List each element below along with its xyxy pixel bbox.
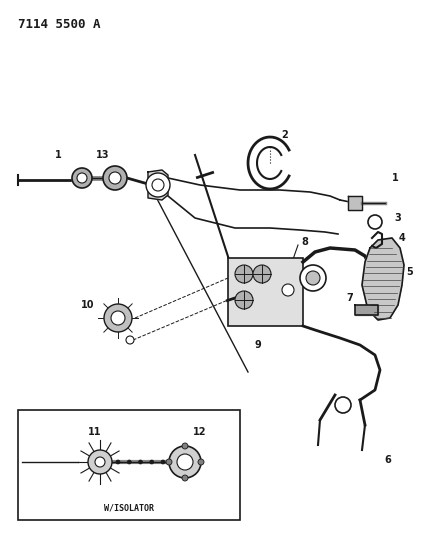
Text: 10: 10: [81, 300, 95, 310]
Polygon shape: [355, 305, 378, 315]
Circle shape: [116, 460, 120, 464]
Circle shape: [182, 475, 188, 481]
Polygon shape: [348, 196, 362, 210]
Circle shape: [235, 291, 253, 309]
Text: 6: 6: [385, 455, 391, 465]
Text: 13: 13: [96, 150, 110, 160]
Circle shape: [77, 173, 87, 183]
Circle shape: [368, 215, 382, 229]
Text: 8: 8: [302, 237, 309, 247]
Circle shape: [127, 460, 131, 464]
Circle shape: [169, 446, 201, 478]
Circle shape: [109, 172, 121, 184]
Circle shape: [103, 166, 127, 190]
Polygon shape: [148, 170, 168, 200]
Bar: [228, 258, 303, 326]
Circle shape: [235, 265, 253, 283]
Text: 7114 5500 A: 7114 5500 A: [18, 18, 101, 31]
Circle shape: [335, 397, 351, 413]
Text: 5: 5: [407, 267, 413, 277]
Circle shape: [198, 459, 204, 465]
Text: 1: 1: [392, 173, 398, 183]
Circle shape: [150, 460, 154, 464]
Circle shape: [72, 168, 92, 188]
Circle shape: [253, 265, 271, 283]
Text: 3: 3: [395, 213, 401, 223]
Circle shape: [161, 460, 165, 464]
Circle shape: [95, 457, 105, 467]
Circle shape: [306, 271, 320, 285]
Text: 4: 4: [398, 233, 405, 243]
Polygon shape: [362, 238, 404, 320]
Circle shape: [104, 304, 132, 332]
Circle shape: [111, 311, 125, 325]
Bar: [18, 410, 240, 520]
Circle shape: [282, 284, 294, 296]
Text: W/ISOLATOR: W/ISOLATOR: [104, 504, 154, 513]
Circle shape: [300, 265, 326, 291]
Text: 7: 7: [347, 293, 354, 303]
Text: 9: 9: [255, 340, 262, 350]
Circle shape: [139, 460, 143, 464]
Text: 11: 11: [88, 427, 102, 437]
Circle shape: [177, 454, 193, 470]
Circle shape: [152, 179, 164, 191]
Circle shape: [166, 459, 172, 465]
Circle shape: [126, 336, 134, 344]
Text: 1: 1: [55, 150, 61, 160]
Text: 12: 12: [193, 427, 207, 437]
Circle shape: [88, 450, 112, 474]
Circle shape: [146, 173, 170, 197]
Text: 2: 2: [282, 130, 288, 140]
Circle shape: [182, 443, 188, 449]
